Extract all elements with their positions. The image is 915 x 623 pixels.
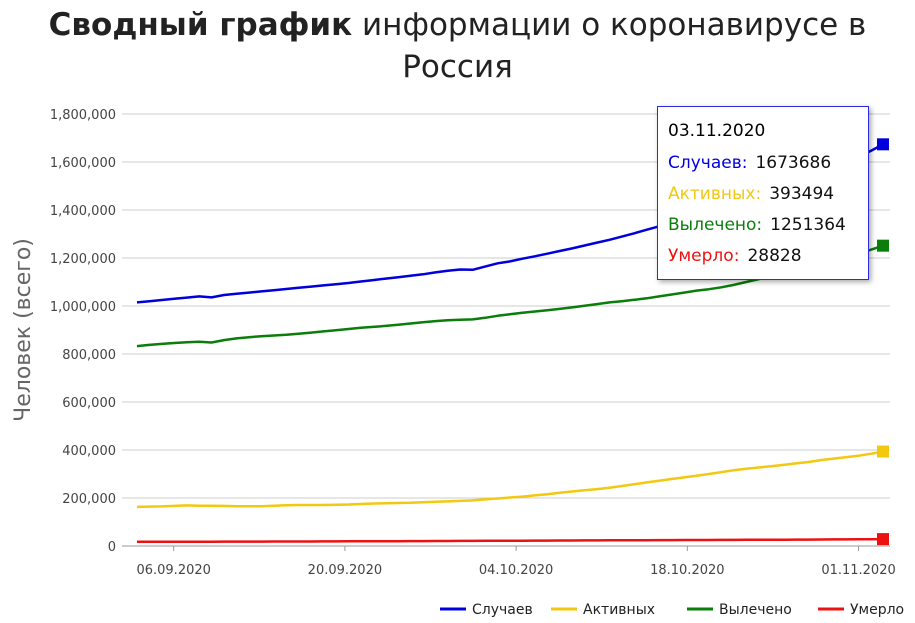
tooltip-row-active: Активных: 393494 [668, 184, 834, 204]
y-axis-ticks: 0 200,000 400,000 600,000 800,000 1,000,000 1,… [50, 108, 116, 555]
tooltip-row-deaths: Умерло: 28828 [668, 246, 802, 266]
hover-tooltip: 03.11.2020 Случаев: 1673686 Активных: 3934… [657, 106, 869, 280]
y-tick-label-8: 1,600,000 [50, 156, 116, 171]
tooltip-row-recovered: Вылечено: 1251364 [668, 215, 846, 235]
chart-title-rest: информации о коронавирусе в Россия [352, 7, 867, 85]
legend: Случаев Активных Вылечено Умерло [440, 602, 904, 618]
tooltip-label-active: Активных: [668, 184, 762, 204]
tooltip-label-deaths: Умерло: [668, 246, 740, 266]
series-end-markers [877, 138, 889, 546]
tooltip-value-deaths: 28828 [747, 246, 802, 266]
y-tick-label-4: 800,000 [62, 348, 116, 363]
x-tick-label-4: 01.11.2020 [821, 563, 895, 578]
series-marker-cases [877, 138, 889, 151]
series-marker-deaths [877, 533, 889, 546]
y-tick-label-0: 0 [108, 540, 116, 555]
x-tick-label-2: 04.10.2020 [479, 563, 553, 578]
tooltip-label-recovered: Вылечено: [668, 215, 763, 235]
chart-title: Сводный график информации о коронавирусе… [0, 4, 915, 88]
gridlines [122, 113, 890, 547]
y-tick-label-5: 1,000,000 [50, 300, 116, 315]
chart-title-bold: Сводный график [48, 7, 353, 43]
x-tick-label-1: 20.09.2020 [308, 563, 382, 578]
series-marker-recovered [877, 239, 889, 252]
legend-label-active: Активных [583, 602, 655, 618]
x-tick-label-3: 18.10.2020 [650, 563, 724, 578]
y-tick-label-9: 1,800,000 [50, 108, 116, 123]
series-line-deaths [137, 537, 884, 544]
tooltip-value-active: 393494 [769, 184, 835, 204]
tooltip-value-recovered: 1251364 [770, 215, 846, 235]
tooltip-date: 03.11.2020 [668, 121, 766, 141]
y-axis-label: Человек (всего) [11, 238, 36, 422]
x-axis-ticks: 06.09.2020 20.09.2020 04.10.2020 18.10.2020… [136, 546, 896, 578]
x-tick-label-0: 06.09.2020 [136, 563, 210, 578]
y-tick-label-7: 1,400,000 [50, 204, 116, 219]
legend-label-cases: Случаев [472, 602, 533, 618]
tooltip-row-cases: Случаев: 1673686 [668, 153, 831, 173]
y-tick-label-6: 1,200,000 [50, 252, 116, 267]
tooltip-label-cases: Случаев: [668, 153, 748, 173]
series-line-active [136, 450, 884, 509]
tooltip-value-cases: 1673686 [755, 153, 832, 173]
y-tick-label-1: 200,000 [62, 492, 116, 507]
legend-label-deaths: Умерло [850, 602, 904, 618]
legend-label-recovered: Вылечено [719, 602, 792, 618]
y-tick-label-2: 400,000 [62, 444, 116, 459]
y-tick-label-3: 600,000 [62, 396, 116, 411]
series-marker-active [877, 445, 889, 458]
